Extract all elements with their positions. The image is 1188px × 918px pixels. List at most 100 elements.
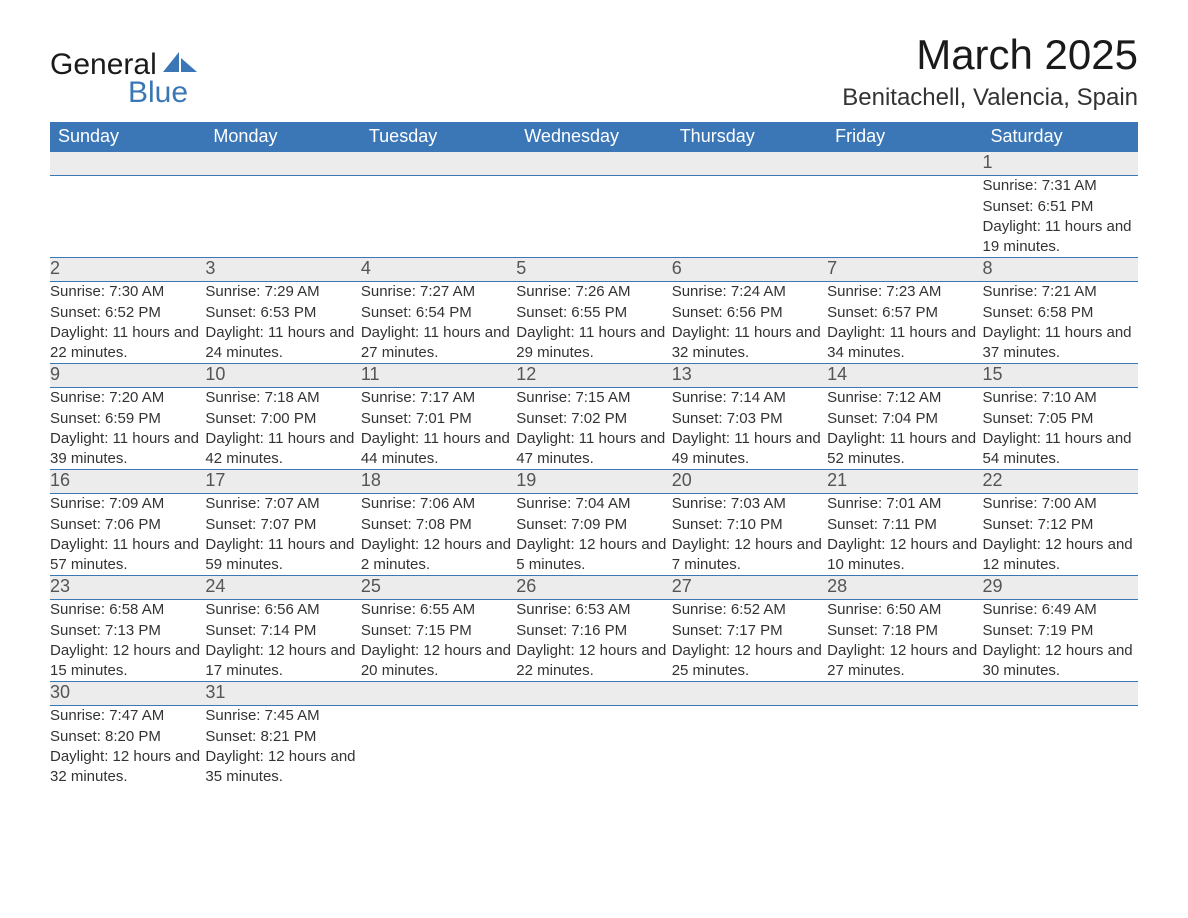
sunrise-text: Sunrise: 7:07 AM — [205, 494, 360, 514]
day-info-cell — [361, 706, 516, 788]
day-number-cell: 31 — [205, 682, 360, 706]
day-info-cell: Sunrise: 7:10 AMSunset: 7:05 PMDaylight:… — [983, 388, 1138, 470]
sunrise-text: Sunrise: 7:01 AM — [827, 494, 982, 514]
info-row: Sunrise: 7:30 AMSunset: 6:52 PMDaylight:… — [50, 282, 1138, 364]
day-number: 15 — [983, 364, 1003, 384]
sunset-text: Sunset: 7:07 PM — [205, 515, 360, 535]
day-info-cell: Sunrise: 7:09 AMSunset: 7:06 PMDaylight:… — [50, 494, 205, 576]
day-info-cell: Sunrise: 7:03 AMSunset: 7:10 PMDaylight:… — [672, 494, 827, 576]
day-number-cell: 22 — [983, 470, 1138, 494]
info-row: Sunrise: 7:47 AMSunset: 8:20 PMDaylight:… — [50, 706, 1138, 788]
weekday-header: Friday — [827, 122, 982, 152]
day-number-cell: 1 — [983, 152, 1138, 176]
daynum-row: 3031 — [50, 682, 1138, 706]
daynum-row: 23242526272829 — [50, 576, 1138, 600]
day-number-cell — [672, 682, 827, 706]
sunset-text: Sunset: 7:18 PM — [827, 621, 982, 641]
page-header: General Blue March 2025 Benitachell, Val… — [50, 30, 1138, 112]
day-number: 29 — [983, 576, 1003, 596]
daylight-text: Daylight: 11 hours and 44 minutes. — [361, 429, 516, 470]
daylight-text: Daylight: 11 hours and 32 minutes. — [672, 323, 827, 364]
daylight-text: Daylight: 12 hours and 27 minutes. — [827, 641, 982, 682]
day-number-cell: 14 — [827, 364, 982, 388]
day-number: 18 — [361, 470, 381, 490]
sunset-text: Sunset: 6:56 PM — [672, 303, 827, 323]
info-row: Sunrise: 7:20 AMSunset: 6:59 PMDaylight:… — [50, 388, 1138, 470]
day-number-cell: 2 — [50, 258, 205, 282]
daynum-row: 9101112131415 — [50, 364, 1138, 388]
weekday-header: Monday — [205, 122, 360, 152]
brand-sail-icon — [163, 50, 197, 77]
day-info-cell — [516, 706, 671, 788]
sunrise-text: Sunrise: 6:56 AM — [205, 600, 360, 620]
daylight-text: Daylight: 12 hours and 10 minutes. — [827, 535, 982, 576]
sunset-text: Sunset: 7:00 PM — [205, 409, 360, 429]
day-info-cell: Sunrise: 7:12 AMSunset: 7:04 PMDaylight:… — [827, 388, 982, 470]
day-info-cell: Sunrise: 7:27 AMSunset: 6:54 PMDaylight:… — [361, 282, 516, 364]
day-number-cell — [516, 152, 671, 176]
day-info-cell: Sunrise: 7:47 AMSunset: 8:20 PMDaylight:… — [50, 706, 205, 788]
daylight-text: Daylight: 11 hours and 47 minutes. — [516, 429, 671, 470]
day-number: 9 — [50, 364, 60, 384]
daylight-text: Daylight: 11 hours and 27 minutes. — [361, 323, 516, 364]
sunset-text: Sunset: 7:06 PM — [50, 515, 205, 535]
daynum-row: 16171819202122 — [50, 470, 1138, 494]
day-number-cell: 6 — [672, 258, 827, 282]
sunrise-text: Sunrise: 7:10 AM — [983, 388, 1138, 408]
day-info-cell: Sunrise: 7:00 AMSunset: 7:12 PMDaylight:… — [983, 494, 1138, 576]
day-number: 27 — [672, 576, 692, 596]
sunrise-text: Sunrise: 7:47 AM — [50, 706, 205, 726]
sunrise-text: Sunrise: 7:30 AM — [50, 282, 205, 302]
daylight-text: Daylight: 11 hours and 37 minutes. — [983, 323, 1138, 364]
sunset-text: Sunset: 7:02 PM — [516, 409, 671, 429]
day-info-cell: Sunrise: 7:01 AMSunset: 7:11 PMDaylight:… — [827, 494, 982, 576]
day-info-cell — [205, 176, 360, 258]
day-number: 14 — [827, 364, 847, 384]
day-number-cell — [827, 152, 982, 176]
sunrise-text: Sunrise: 6:50 AM — [827, 600, 982, 620]
day-info-cell: Sunrise: 6:52 AMSunset: 7:17 PMDaylight:… — [672, 600, 827, 682]
day-info-cell: Sunrise: 7:17 AMSunset: 7:01 PMDaylight:… — [361, 388, 516, 470]
day-number: 17 — [205, 470, 225, 490]
day-number-cell: 8 — [983, 258, 1138, 282]
day-info-cell: Sunrise: 6:55 AMSunset: 7:15 PMDaylight:… — [361, 600, 516, 682]
day-number-cell: 13 — [672, 364, 827, 388]
sunset-text: Sunset: 7:16 PM — [516, 621, 671, 641]
sunset-text: Sunset: 7:12 PM — [983, 515, 1138, 535]
day-info-cell: Sunrise: 7:07 AMSunset: 7:07 PMDaylight:… — [205, 494, 360, 576]
sunset-text: Sunset: 7:09 PM — [516, 515, 671, 535]
brand-sub: Blue — [128, 78, 197, 108]
day-info-cell — [361, 176, 516, 258]
calendar-table: Sunday Monday Tuesday Wednesday Thursday… — [50, 122, 1138, 787]
day-info-cell: Sunrise: 7:21 AMSunset: 6:58 PMDaylight:… — [983, 282, 1138, 364]
day-info-cell: Sunrise: 6:49 AMSunset: 7:19 PMDaylight:… — [983, 600, 1138, 682]
sunrise-text: Sunrise: 7:27 AM — [361, 282, 516, 302]
day-number-cell: 16 — [50, 470, 205, 494]
day-number-cell: 23 — [50, 576, 205, 600]
day-info-cell: Sunrise: 7:15 AMSunset: 7:02 PMDaylight:… — [516, 388, 671, 470]
sunrise-text: Sunrise: 7:45 AM — [205, 706, 360, 726]
day-number: 2 — [50, 258, 60, 278]
day-info-cell: Sunrise: 6:50 AMSunset: 7:18 PMDaylight:… — [827, 600, 982, 682]
sunrise-text: Sunrise: 7:18 AM — [205, 388, 360, 408]
sunrise-text: Sunrise: 7:09 AM — [50, 494, 205, 514]
sunset-text: Sunset: 7:04 PM — [827, 409, 982, 429]
sunset-text: Sunset: 7:19 PM — [983, 621, 1138, 641]
day-number-cell: 26 — [516, 576, 671, 600]
day-number-cell — [50, 152, 205, 176]
daylight-text: Daylight: 11 hours and 54 minutes. — [983, 429, 1138, 470]
location-label: Benitachell, Valencia, Spain — [842, 84, 1138, 112]
sunset-text: Sunset: 7:14 PM — [205, 621, 360, 641]
day-info-cell: Sunrise: 7:24 AMSunset: 6:56 PMDaylight:… — [672, 282, 827, 364]
daylight-text: Daylight: 11 hours and 22 minutes. — [50, 323, 205, 364]
daynum-row: 2345678 — [50, 258, 1138, 282]
daylight-text: Daylight: 12 hours and 22 minutes. — [516, 641, 671, 682]
day-number-cell: 7 — [827, 258, 982, 282]
daylight-text: Daylight: 11 hours and 29 minutes. — [516, 323, 671, 364]
day-number: 23 — [50, 576, 70, 596]
day-number-cell: 17 — [205, 470, 360, 494]
day-number-cell — [205, 152, 360, 176]
sunrise-text: Sunrise: 7:29 AM — [205, 282, 360, 302]
day-number-cell: 24 — [205, 576, 360, 600]
daynum-row: 1 — [50, 152, 1138, 176]
